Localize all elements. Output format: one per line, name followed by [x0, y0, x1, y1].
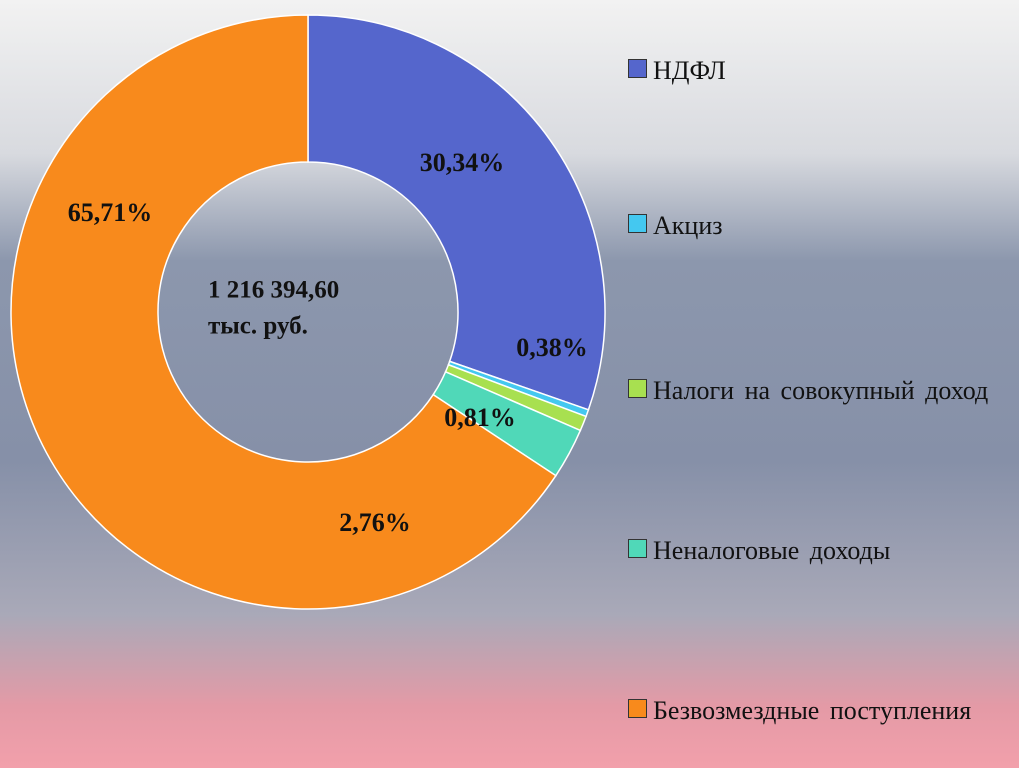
legend-label: Налоги на совокупный доход [653, 376, 989, 405]
center-label: тыс. руб. [208, 313, 308, 340]
value-label: 0,81% [444, 403, 516, 432]
donut-segment [10, 14, 557, 610]
legend-swatch [628, 699, 647, 718]
center-label: 1 216 394,60 [208, 277, 339, 304]
legend-label: Неналоговые доходы [653, 536, 891, 565]
value-label: 30,34% [420, 148, 505, 177]
legend-label: НДФЛ [653, 56, 726, 85]
legend-label: Безвозмездные поступления [653, 696, 972, 725]
value-label: 0,38% [516, 333, 588, 362]
donut-segment [307, 14, 606, 411]
value-label: 2,76% [339, 508, 411, 537]
legend-swatch [628, 59, 647, 78]
legend-swatch [628, 539, 647, 558]
legend-entry: Безвозмездные поступления [628, 692, 1013, 730]
value-label: 65,71% [68, 198, 153, 227]
legend-entry: Акциз [628, 207, 1013, 245]
legend-entry: Неналоговые доходы [628, 532, 1013, 570]
legend-entry: Налоги на совокупный доход [628, 372, 1013, 410]
legend-swatch [628, 214, 647, 233]
legend-swatch [628, 379, 647, 398]
legend-entry: НДФЛ [628, 52, 1013, 90]
legend-label: Акциз [653, 211, 723, 240]
